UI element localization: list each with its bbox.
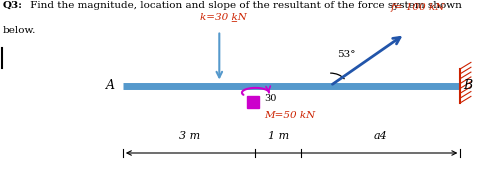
Text: 3 m: 3 m	[179, 131, 200, 141]
Text: B: B	[464, 79, 473, 92]
Text: M=50 kN: M=50 kN	[264, 111, 315, 120]
Text: A: A	[106, 79, 115, 92]
Text: below.: below.	[2, 26, 36, 35]
Text: Q3:: Q3:	[2, 1, 22, 10]
Text: f= 100 kN: f= 100 kN	[390, 3, 445, 12]
Text: 30: 30	[264, 94, 277, 103]
Text: a4: a4	[374, 131, 388, 141]
Text: 1 m: 1 m	[268, 131, 289, 141]
Text: k=30 kN: k=30 kN	[200, 13, 247, 22]
Text: 53°: 53°	[337, 50, 356, 59]
Text: Find the magnitude, location and slope of the resultant of the force system show: Find the magnitude, location and slope o…	[27, 1, 461, 10]
